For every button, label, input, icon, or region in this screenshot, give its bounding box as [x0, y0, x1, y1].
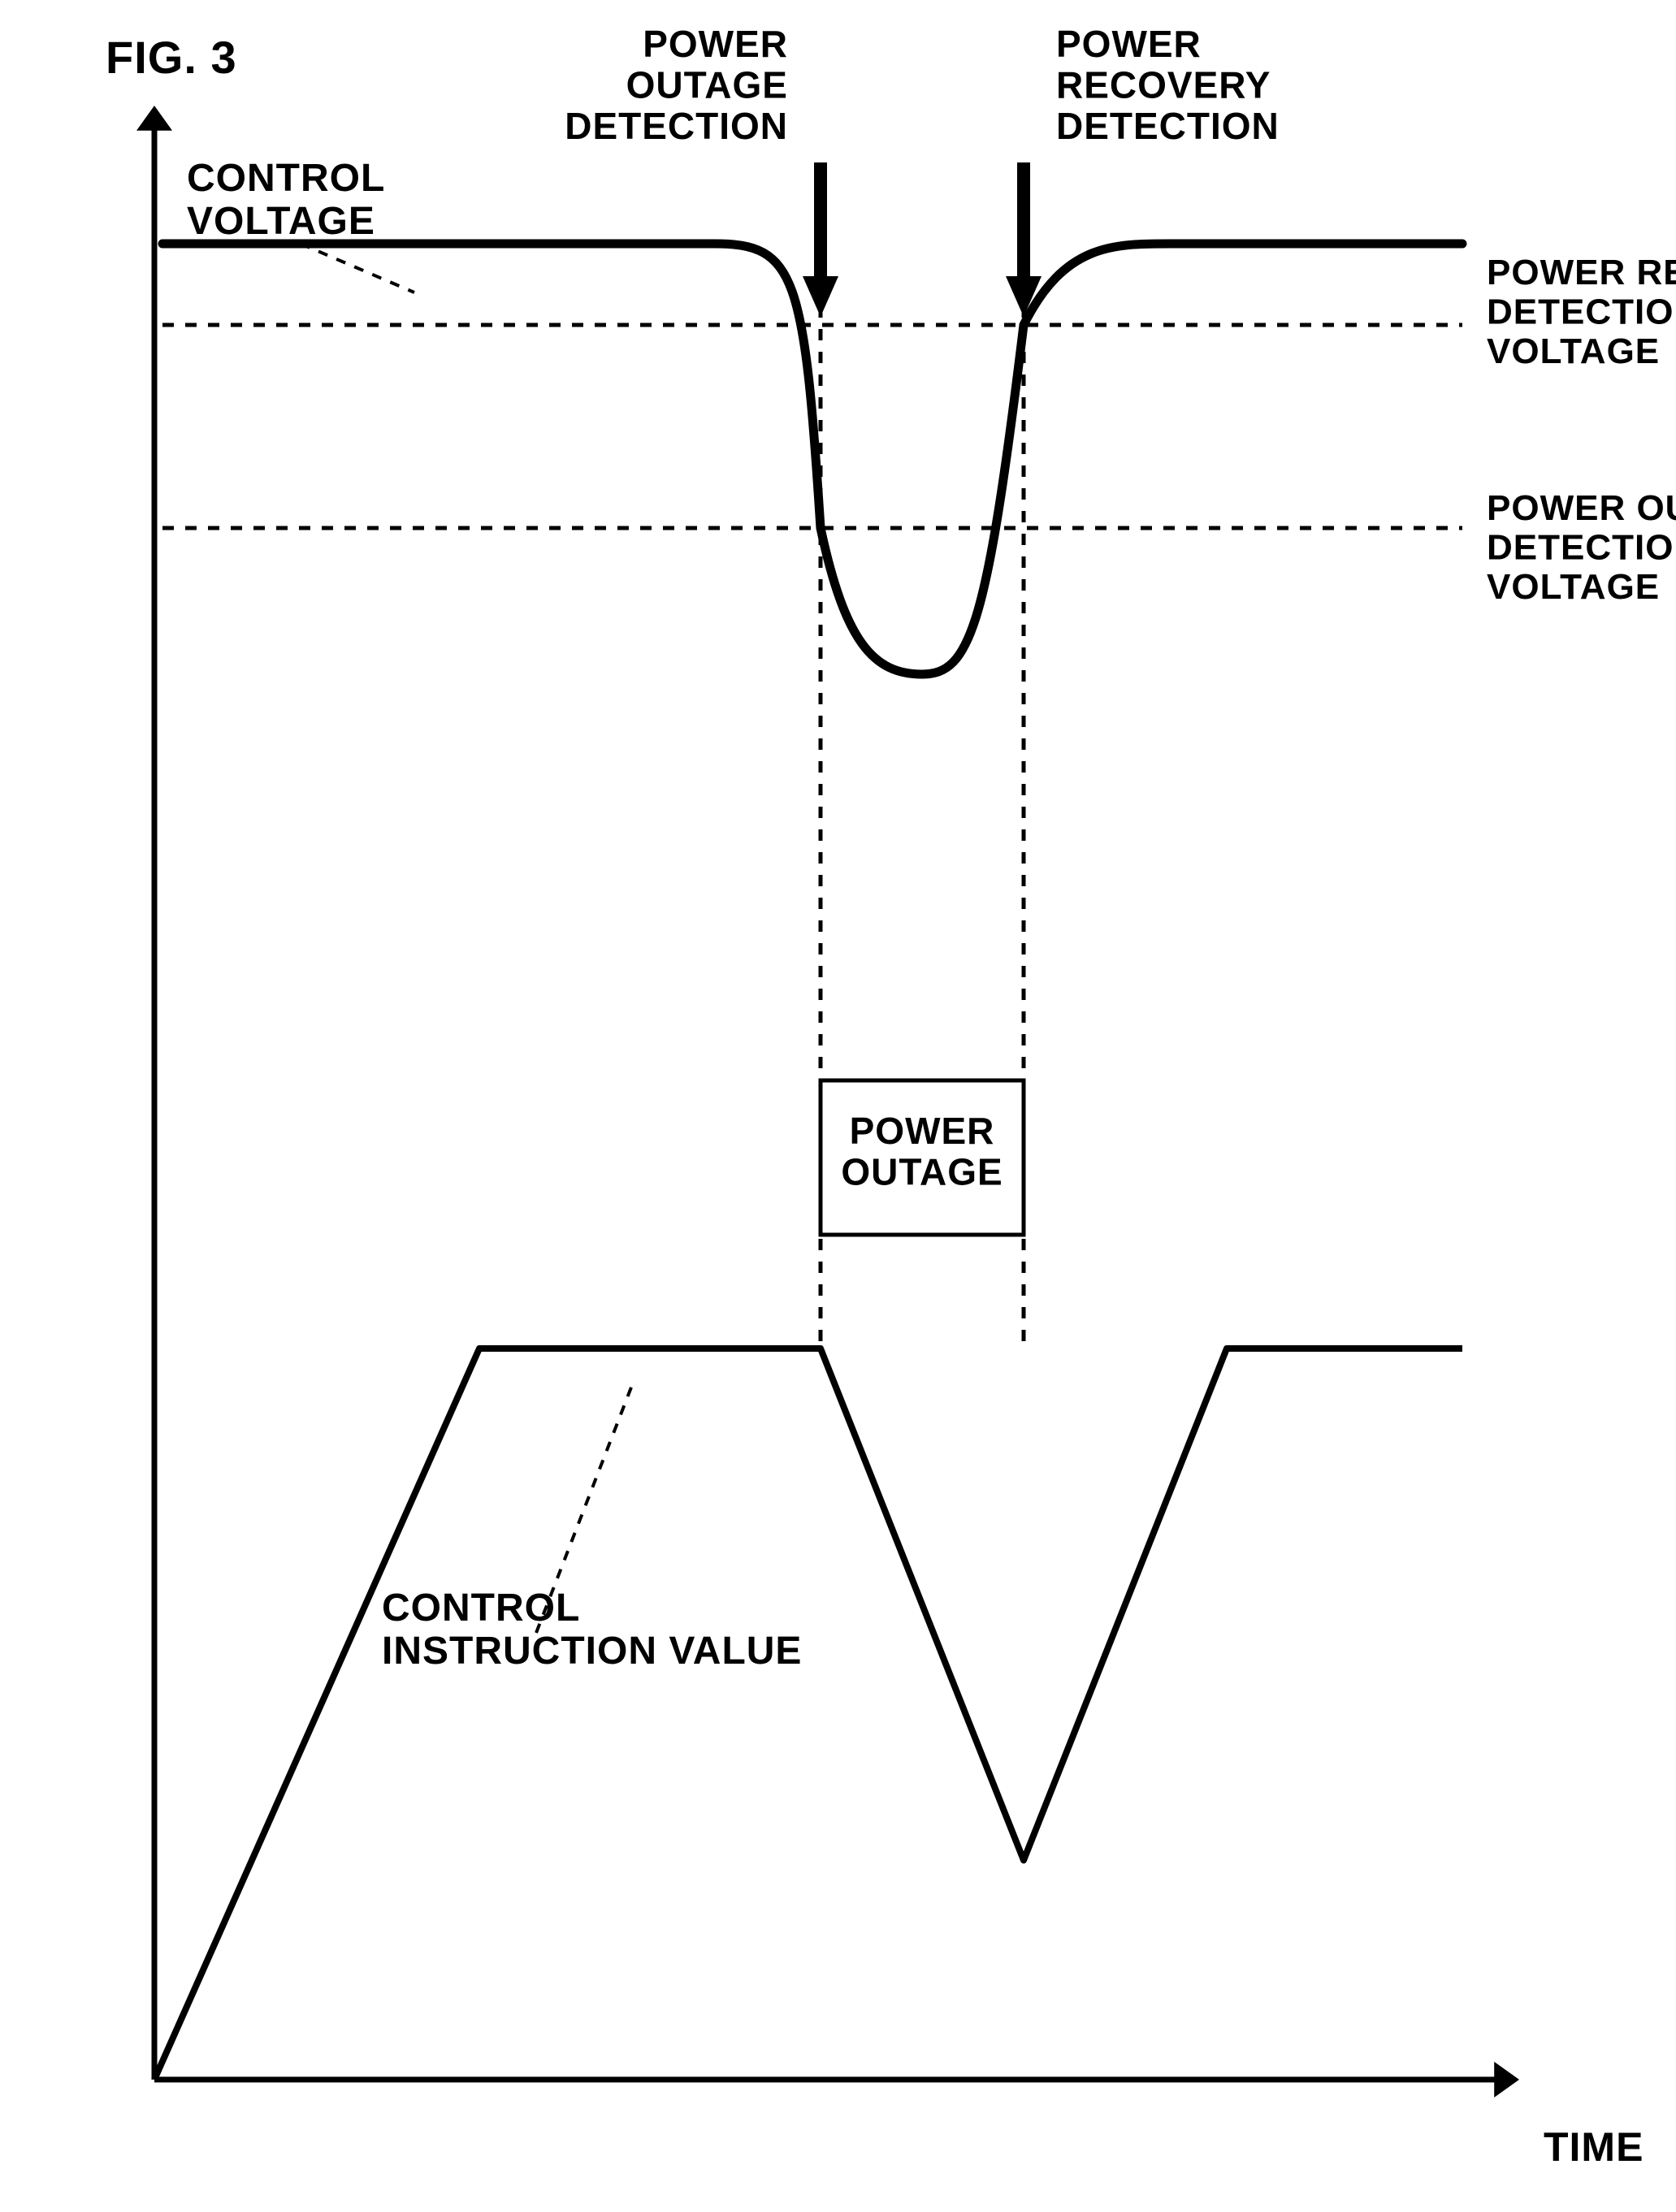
recovery-arrow	[1006, 162, 1042, 317]
control-voltage-label: CONTROLVOLTAGE	[187, 157, 385, 243]
control-instruction-label: CONTROLINSTRUCTION VALUE	[382, 1586, 802, 1673]
outage-threshold-label: POWER OUTAGEDETECTION CONTROLVOLTAGE	[1487, 488, 1676, 607]
recovery-threshold-label: POWER RECOVERYDETECTION CONTROLVOLTAGE	[1487, 253, 1676, 371]
outage-detection-label: POWEROUTAGEDETECTION	[565, 23, 788, 147]
control-voltage-curve	[162, 244, 1462, 674]
figure-label: FIG. 3	[106, 32, 237, 83]
control-instruction-trace	[154, 1348, 1462, 2080]
leader-control-voltage	[301, 244, 414, 292]
power-outage-box-label: POWEROUTAGE	[841, 1110, 1003, 1193]
recovery-detection-label: POWERRECOVERYDETECTION	[1056, 23, 1280, 147]
x-axis-label: TIME	[1544, 2124, 1644, 2170]
outage-arrow	[803, 162, 838, 317]
axis-arrowhead	[1494, 2062, 1519, 2097]
axis-arrowhead	[136, 106, 172, 131]
